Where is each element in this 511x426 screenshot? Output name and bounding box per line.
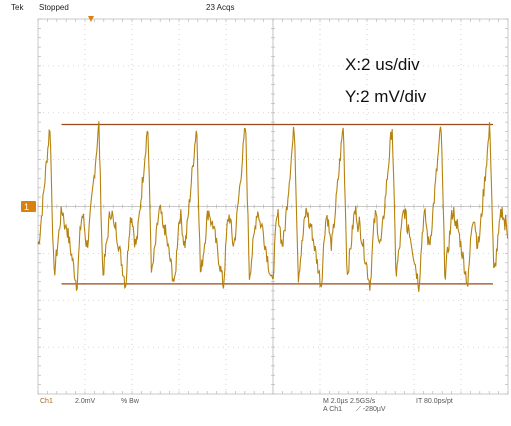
x-scale-note: X:2 us/div <box>345 55 420 74</box>
vertical-scale-readout: 2.0mV <box>75 398 96 405</box>
channel-1-marker: 1 <box>21 201 36 212</box>
time-per-point-readout: IT 80.0ps/pt <box>416 398 453 405</box>
acquisition-count: 23 Acqs <box>206 3 235 12</box>
channel-readout: Ch1 <box>40 398 53 405</box>
y-scale-note: Y:2 mV/div <box>345 87 427 106</box>
trigger-position-marker <box>88 16 94 22</box>
channel-1-label: 1 <box>24 202 29 212</box>
acquisition-status: Stopped <box>39 3 69 12</box>
trigger-level-readout: ⟋ -280µV <box>356 406 386 413</box>
trigger-source-readout: A Ch1 <box>323 406 343 413</box>
waveform-trace <box>37 121 509 292</box>
timebase-readout: M 2.0µs 2.5GS/s <box>323 398 376 405</box>
bandwidth-readout: % Bw <box>121 398 139 405</box>
graticule <box>37 18 509 395</box>
brand-label: Tek <box>11 3 24 12</box>
channel-1-badge <box>21 201 36 212</box>
reference-level-lines <box>61 123 493 285</box>
status-bar: Tek Stopped 23 Acqs <box>0 0 511 20</box>
